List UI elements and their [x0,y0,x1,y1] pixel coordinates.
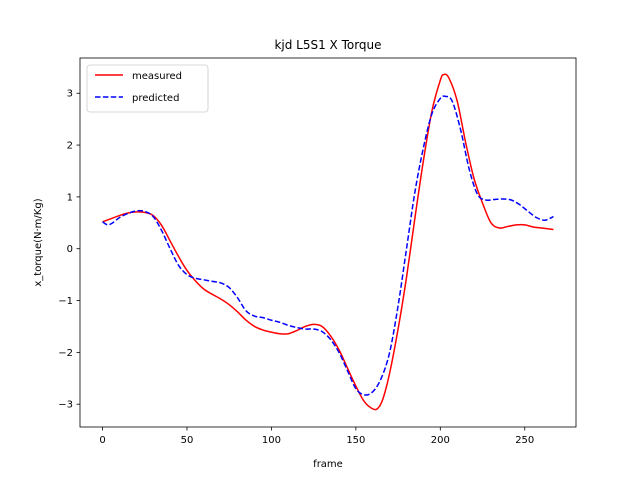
y-tick-label: 3 [67,89,73,100]
x-tick-label: 100 [262,435,281,446]
x-tick-label: 200 [431,435,450,446]
x-tick-label: 250 [515,435,534,446]
legend-label-predicted: predicted [132,93,179,104]
series-line-measured [102,73,554,411]
chart-title: kjd L5S1 X Torque [274,38,381,52]
axes-frame [79,57,577,428]
legend-label-measured: measured [132,71,182,82]
y-tick-label: −3 [58,400,73,411]
y-tick-label: 0 [67,244,73,255]
x-tick-label: 50 [181,435,194,446]
x-tick-label: 150 [346,435,365,446]
x-axis-label: frame [313,459,343,470]
series-line-predicted [102,95,554,396]
y-tick-label: 2 [67,141,73,152]
y-tick-label: 1 [67,192,73,203]
y-tick-label: −1 [58,296,73,307]
y-axis-label: x_torque(N·m/Kg) [33,198,44,286]
legend: measured predicted [86,64,209,113]
plot-area [80,58,576,427]
y-tick-label: −2 [58,348,73,359]
x-tick-label: 0 [99,435,105,446]
legend-box [86,64,209,113]
